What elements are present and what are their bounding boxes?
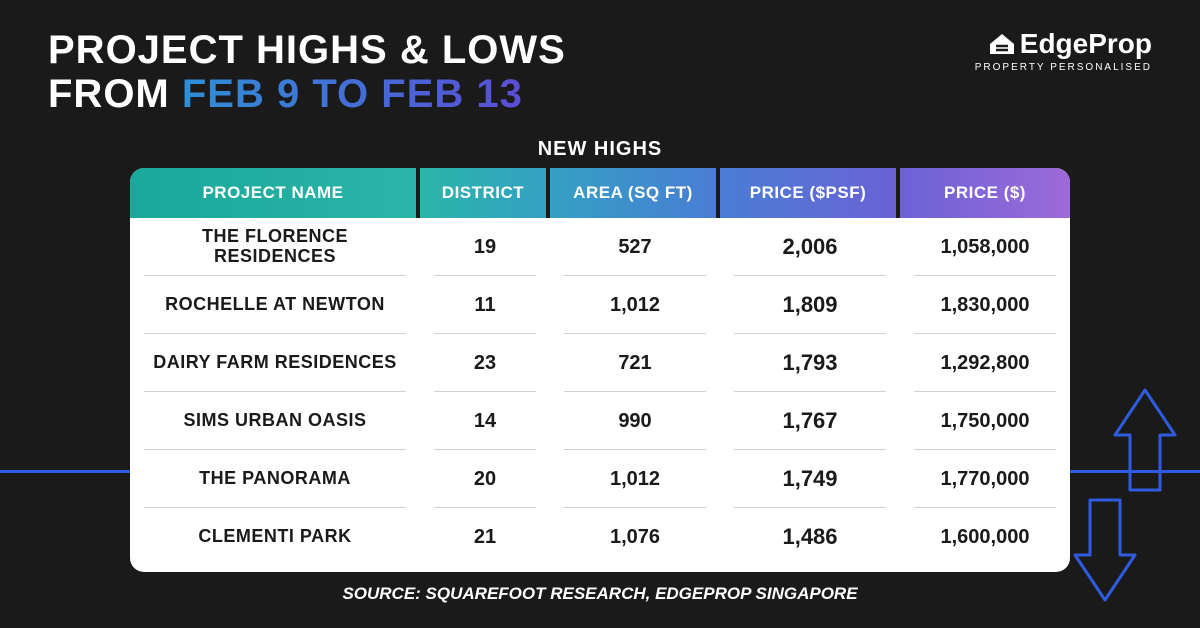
cell-district: 14 xyxy=(420,392,550,450)
cell-project-name: CLEMENTI PARK xyxy=(130,508,420,566)
cell-district: 21 xyxy=(420,508,550,566)
cell-project-name: ROCHELLE AT NEWTON xyxy=(130,276,420,334)
cell-district: 23 xyxy=(420,334,550,392)
logo-tagline: PROPERTY PERSONALISED xyxy=(975,62,1152,73)
title-line-2-prefix: FROM xyxy=(48,72,182,116)
col-header-price: PRICE ($) xyxy=(900,168,1070,218)
cell-district: 19 xyxy=(420,218,550,276)
cell-project-name: SIMS URBAN OASIS xyxy=(130,392,420,450)
cell-price: 1,058,000 xyxy=(900,218,1070,276)
cell-price: 1,750,000 xyxy=(900,392,1070,450)
title-date-range: FEB 9 TO FEB 13 xyxy=(182,72,523,116)
cell-area: 527 xyxy=(550,218,720,276)
header: PROJECT HIGHS & LOWS FROM FEB 9 TO FEB 1… xyxy=(48,28,1152,116)
cell-project-name: DAIRY FARM RESIDENCES xyxy=(130,334,420,392)
cell-project-name: THE PANORAMA xyxy=(130,450,420,508)
cell-price: 1,770,000 xyxy=(900,450,1070,508)
cell-area: 1,012 xyxy=(550,450,720,508)
table-row: THE PANORAMA201,0121,7491,770,000 xyxy=(130,450,1070,508)
table-body: THE FLORENCE RESIDENCES195272,0061,058,0… xyxy=(130,218,1070,572)
table-row: ROCHELLE AT NEWTON111,0121,8091,830,000 xyxy=(130,276,1070,334)
cell-price: 1,600,000 xyxy=(900,508,1070,566)
table-row: DAIRY FARM RESIDENCES237211,7931,292,800 xyxy=(130,334,1070,392)
cell-price-psf: 1,809 xyxy=(720,276,900,334)
title-line-1: PROJECT HIGHS & LOWS xyxy=(48,28,566,72)
source-attribution: SOURCE: SQUAREFOOT RESEARCH, EDGEPROP SI… xyxy=(0,584,1200,604)
cell-district: 20 xyxy=(420,450,550,508)
logo-text: EdgeProp xyxy=(1020,28,1152,60)
cell-price-psf: 1,486 xyxy=(720,508,900,566)
col-header-district: DISTRICT xyxy=(420,168,550,218)
cell-area: 1,012 xyxy=(550,276,720,334)
table-row: SIMS URBAN OASIS149901,7671,750,000 xyxy=(130,392,1070,450)
data-table: PROJECT NAME DISTRICT AREA (SQ FT) PRICE… xyxy=(130,168,1070,572)
cell-area: 1,076 xyxy=(550,508,720,566)
cell-area: 721 xyxy=(550,334,720,392)
cell-price-psf: 1,749 xyxy=(720,450,900,508)
col-header-price-psf: PRICE ($PSF) xyxy=(720,168,900,218)
cell-price-psf: 2,006 xyxy=(720,218,900,276)
brand-logo: EdgeProp PROPERTY PERSONALISED xyxy=(975,28,1152,73)
table-row: THE FLORENCE RESIDENCES195272,0061,058,0… xyxy=(130,218,1070,276)
cell-price-psf: 1,767 xyxy=(720,392,900,450)
house-icon xyxy=(988,32,1016,56)
cell-project-name: THE FLORENCE RESIDENCES xyxy=(130,218,420,276)
cell-area: 990 xyxy=(550,392,720,450)
page-title: PROJECT HIGHS & LOWS FROM FEB 9 TO FEB 1… xyxy=(48,28,566,116)
table-row: CLEMENTI PARK211,0761,4861,600,000 xyxy=(130,508,1070,566)
up-down-arrows-icon xyxy=(1070,380,1180,610)
col-header-area: AREA (SQ FT) xyxy=(550,168,720,218)
table-title: NEW HIGHS xyxy=(0,138,1200,161)
cell-price: 1,292,800 xyxy=(900,334,1070,392)
table-header-row: PROJECT NAME DISTRICT AREA (SQ FT) PRICE… xyxy=(130,168,1070,218)
col-header-project-name: PROJECT NAME xyxy=(130,168,420,218)
cell-district: 11 xyxy=(420,276,550,334)
cell-price: 1,830,000 xyxy=(900,276,1070,334)
cell-price-psf: 1,793 xyxy=(720,334,900,392)
